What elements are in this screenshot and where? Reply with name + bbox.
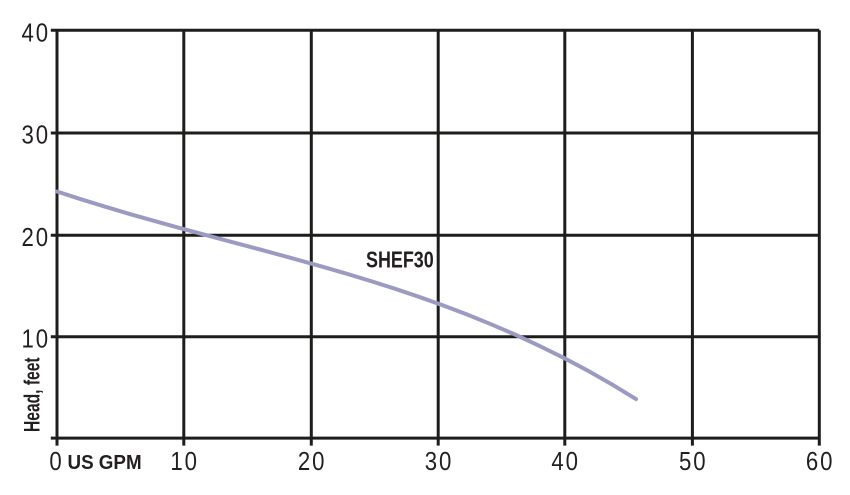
- svg-text:30: 30: [22, 121, 50, 150]
- svg-text:Head, feet: Head, feet: [21, 357, 45, 432]
- svg-text:60: 60: [806, 448, 834, 477]
- svg-text:SHEF30: SHEF30: [366, 247, 434, 273]
- svg-text:40: 40: [22, 19, 50, 48]
- svg-text:30: 30: [425, 448, 453, 477]
- svg-text:50: 50: [679, 448, 707, 477]
- svg-text:20: 20: [22, 224, 50, 253]
- svg-text:0: 0: [49, 448, 63, 477]
- svg-text:40: 40: [551, 448, 579, 477]
- svg-text:US GPM: US GPM: [68, 451, 142, 474]
- svg-text:20: 20: [298, 448, 326, 477]
- svg-text:10: 10: [170, 448, 198, 477]
- svg-text:10: 10: [22, 325, 50, 354]
